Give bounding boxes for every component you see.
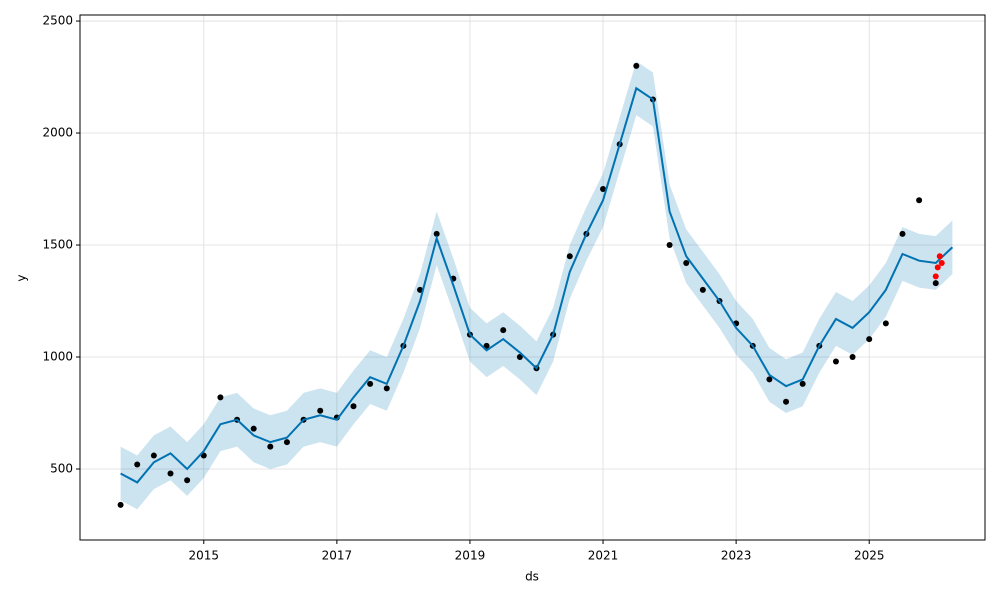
observed-point — [866, 336, 873, 343]
observed-point — [882, 320, 889, 327]
observed-point — [516, 354, 523, 361]
x-tick-label: 2017 — [322, 549, 353, 563]
observed-point — [217, 394, 224, 401]
x-tick-label: 2021 — [588, 549, 619, 563]
observed-point — [683, 259, 690, 266]
observed-point — [699, 286, 706, 293]
x-tick-label: 2023 — [721, 549, 752, 563]
x-tick-label: 2015 — [188, 549, 219, 563]
y-axis-label: y — [15, 274, 29, 281]
observed-point — [849, 354, 856, 361]
observed-point — [633, 62, 640, 69]
plot-frame — [79, 14, 986, 541]
observed-point — [916, 197, 923, 204]
observed-point — [483, 342, 490, 349]
observed-point — [799, 380, 806, 387]
observed-point — [783, 398, 790, 405]
y-tick-label: 2500 — [42, 14, 73, 28]
future-point — [936, 253, 943, 260]
observed-point — [134, 461, 141, 468]
observed-point — [899, 230, 906, 237]
future-point — [938, 259, 945, 266]
future-point — [934, 264, 941, 271]
x-tick-label: 2025 — [854, 549, 885, 563]
observed-point — [184, 477, 191, 484]
observed-point — [317, 407, 324, 414]
y-tick-label: 500 — [50, 461, 73, 475]
observed-point — [566, 253, 573, 260]
observed-point — [932, 280, 939, 287]
observed-point — [766, 376, 773, 383]
observed-point — [417, 286, 424, 293]
observed-point — [283, 439, 290, 446]
uncertainty-band — [120, 61, 953, 510]
forecast-line — [120, 86, 954, 484]
x-tick-label: 2019 — [455, 549, 486, 563]
observed-point — [367, 380, 374, 387]
observed-point — [267, 443, 274, 450]
observed-point — [666, 242, 673, 249]
observed-point — [150, 452, 157, 459]
y-tick-label: 2000 — [42, 126, 73, 140]
y-tick-label: 1500 — [42, 238, 73, 252]
observed-point — [600, 186, 607, 193]
observed-point — [117, 501, 124, 508]
observed-point — [250, 425, 257, 432]
observed-point — [500, 327, 507, 334]
observed-point — [350, 403, 357, 410]
y-tick-label: 1000 — [42, 350, 73, 364]
observed-point — [383, 385, 390, 392]
future-point — [932, 273, 939, 280]
x-axis-label: ds — [525, 570, 539, 584]
observed-point — [167, 470, 174, 477]
observed-point — [832, 358, 839, 365]
observed-point — [433, 230, 440, 237]
